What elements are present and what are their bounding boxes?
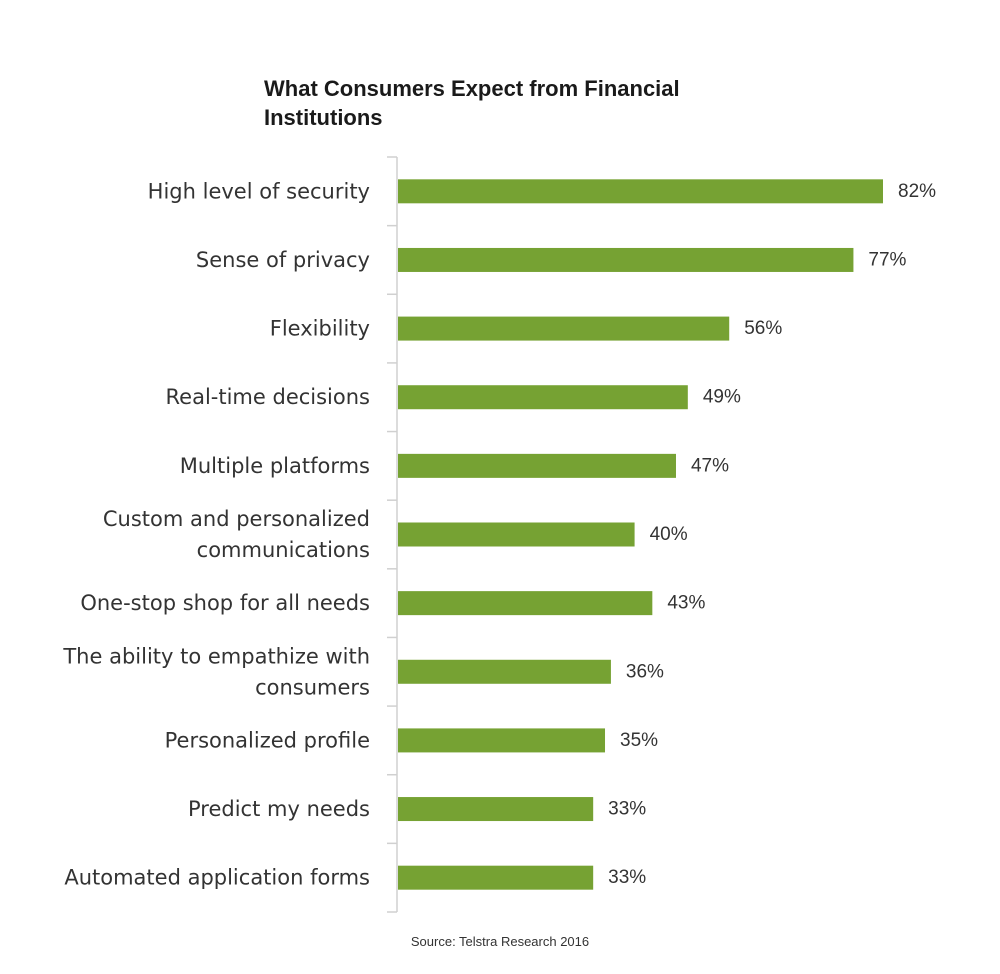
bar [398, 453, 676, 478]
bars [398, 179, 883, 890]
bar [398, 385, 688, 410]
category-label: Multiple platforms [180, 454, 370, 478]
value-label: 35% [620, 730, 658, 751]
value-label: 56% [744, 318, 782, 339]
category-label: The ability to empathize with consumers [62, 644, 370, 699]
value-label: 47% [691, 455, 729, 476]
bar [398, 797, 594, 822]
category-label: Custom and personalized communications [103, 507, 370, 562]
bar [398, 591, 653, 616]
bar [398, 522, 635, 547]
bar [398, 179, 883, 204]
bar [398, 247, 854, 272]
value-label: 36% [626, 661, 664, 682]
category-axis [387, 156, 398, 913]
category-label: Flexibility [270, 317, 370, 341]
category-label: Automated application forms [64, 866, 370, 890]
category-label: High level of security [148, 179, 370, 203]
value-label: 77% [868, 249, 906, 270]
chart-title: What Consumers Expect from Financial Ins… [264, 76, 680, 130]
bar [398, 865, 594, 890]
bar [398, 728, 606, 753]
source-note: Source: Telstra Research 2016 [410, 934, 590, 949]
value-labels: 82% 77% 56% 49% 47% 40% 43% 36% 35% 33% 33% [608, 181, 936, 888]
category-label: Real-time decisions [166, 385, 370, 409]
value-label: 49% [703, 387, 741, 408]
bar [398, 659, 611, 684]
value-label: 33% [608, 799, 646, 820]
category-label: Predict my needs [188, 797, 370, 821]
category-labels: High level of security Sense of privacy Fl… [62, 179, 370, 889]
value-label: 40% [650, 524, 688, 545]
value-label: 33% [608, 867, 646, 888]
category-label: One-stop shop for all needs [80, 591, 370, 615]
category-label: Personalized profile [165, 728, 370, 752]
value-label: 43% [667, 593, 705, 614]
bar [398, 316, 730, 341]
category-label: Sense of privacy [196, 248, 370, 272]
value-label: 82% [898, 181, 936, 202]
